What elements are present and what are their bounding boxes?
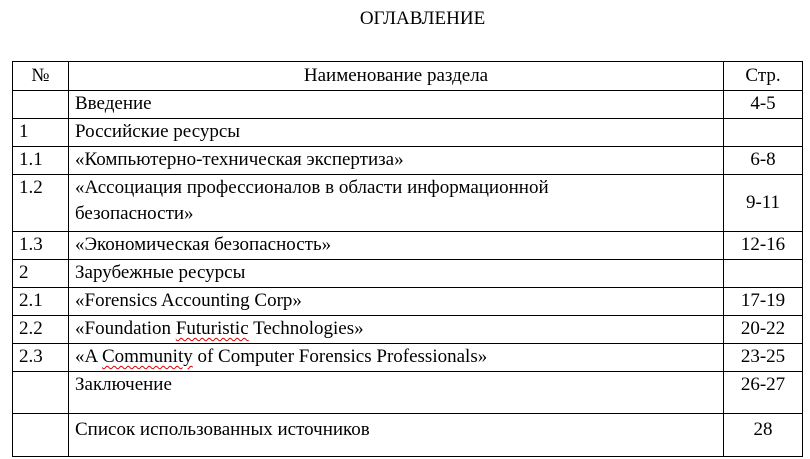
row-num: 1 bbox=[12, 118, 69, 147]
table-row: 2 Зарубежные ресурсы bbox=[12, 259, 803, 288]
row-num: 1.2 bbox=[12, 174, 69, 232]
row-name: «Ассоциация профессионалов в области инф… bbox=[68, 174, 724, 232]
row-page: 20-22 bbox=[723, 315, 803, 344]
table-row: Введение 4-5 bbox=[12, 90, 803, 119]
header-page: Стр. bbox=[723, 61, 803, 91]
spellcheck-word: Community bbox=[101, 346, 193, 367]
row-page: 12-16 bbox=[723, 231, 803, 260]
row-page: 17-19 bbox=[723, 287, 803, 316]
row-page bbox=[723, 118, 803, 147]
header-name: Наименование раздела bbox=[68, 61, 724, 91]
table-row: 2.3 «A Community of Computer Forensics P… bbox=[12, 343, 803, 372]
table-header-row: № Наименование раздела Стр. bbox=[12, 61, 803, 91]
row-num: 1.3 bbox=[12, 231, 69, 260]
row-name: «Forensics Accounting Corp» bbox=[68, 287, 724, 316]
row-name-pre: «Foundation bbox=[75, 318, 176, 339]
table-row: 1 Российские ресурсы bbox=[12, 118, 803, 147]
row-num: 2.3 bbox=[12, 343, 69, 372]
table-row: 2.1 «Forensics Accounting Corp» 17-19 bbox=[12, 287, 803, 316]
row-name: Список использованных источников bbox=[68, 413, 724, 457]
row-num bbox=[12, 413, 69, 457]
row-num: 1.1 bbox=[12, 146, 69, 175]
row-name: Российские ресурсы bbox=[68, 118, 724, 147]
row-num: 2.1 bbox=[12, 287, 69, 316]
row-name: «Экономическая безопасность» bbox=[68, 231, 724, 260]
row-page: 4-5 bbox=[723, 90, 803, 119]
row-name: Заключение bbox=[68, 371, 724, 414]
row-page: 28 bbox=[723, 413, 803, 457]
header-num: № bbox=[12, 61, 69, 91]
spellcheck-word: Futuristic bbox=[175, 318, 249, 339]
row-name: Введение bbox=[68, 90, 724, 119]
table-row: 2.2 «Foundation Futuristic Technologies»… bbox=[12, 315, 803, 344]
row-num bbox=[12, 371, 69, 414]
row-name-post: of Computer Forensics Professionals» bbox=[192, 346, 488, 367]
table-row: 1.3 «Экономическая безопасность» 12-16 bbox=[12, 231, 803, 260]
row-page: 26-27 bbox=[723, 371, 803, 414]
page-title: ОГЛАВЛЕНИЕ bbox=[359, 8, 486, 29]
row-num: 2.2 bbox=[12, 315, 69, 344]
table-row: 1.1 «Компьютерно-техническая экспертиза»… bbox=[12, 146, 803, 175]
row-page: 9-11 bbox=[723, 174, 803, 232]
table-row: 1.2 «Ассоциация профессионалов в области… bbox=[12, 174, 803, 232]
contents-table: № Наименование раздела Стр. Введение 4-5… bbox=[12, 61, 803, 457]
table-row: Список использованных источников 28 bbox=[12, 413, 803, 457]
table-row: Заключение 26-27 bbox=[12, 371, 803, 414]
row-num: 2 bbox=[12, 259, 69, 288]
row-name: «A Community of Computer Forensics Profe… bbox=[68, 343, 724, 372]
row-name-post: Technologies» bbox=[248, 318, 364, 339]
row-name-pre: «A bbox=[75, 346, 102, 367]
row-name: Зарубежные ресурсы bbox=[68, 259, 724, 288]
row-page: 23-25 bbox=[723, 343, 803, 372]
row-page: 6-8 bbox=[723, 146, 803, 175]
row-name: «Foundation Futuristic Technologies» bbox=[68, 315, 724, 344]
row-name: «Компьютерно-техническая экспертиза» bbox=[68, 146, 724, 175]
row-page bbox=[723, 259, 803, 288]
row-num bbox=[12, 90, 69, 119]
